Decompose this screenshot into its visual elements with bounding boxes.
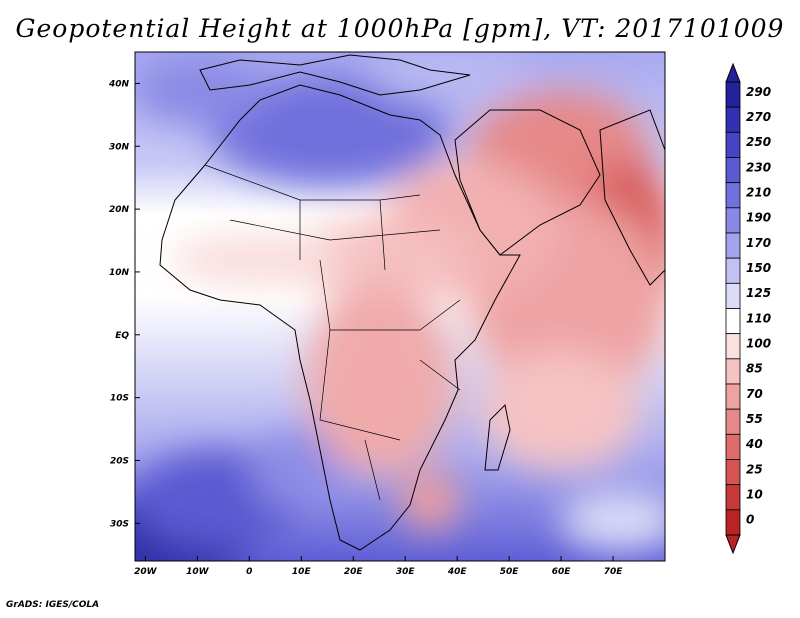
colorbar: 2902702502302101901701501251101008570554… (725, 62, 771, 555)
colorbar-label: 85 (746, 362, 763, 376)
colorbar-segment (725, 358, 741, 385)
lon-label: 20W (134, 567, 158, 577)
colorbar-label: 10 (746, 488, 763, 502)
lat-label: 30S (110, 519, 129, 529)
colorbar-segment (725, 484, 741, 511)
colorbar-label: 150 (746, 261, 771, 275)
lon-label: 10E (292, 567, 312, 577)
colorbar-segment (725, 333, 741, 360)
colorbar-label: 100 (746, 337, 771, 351)
colorbar-label: 290 (746, 85, 771, 99)
colorbar-segment (725, 207, 741, 234)
colorbar-segment (725, 509, 741, 536)
lat-label: EQ (115, 331, 129, 341)
colorbar-label: 0 (746, 513, 754, 527)
colorbar-label: 170 (746, 236, 771, 250)
lon-label: 40E (447, 567, 468, 577)
colorbar-label: 25 (746, 462, 763, 476)
colorbar-segment (725, 157, 741, 184)
lat-label: 20S (110, 456, 129, 466)
colorbar-segment (725, 131, 741, 158)
colorbar-label: 40 (745, 437, 763, 451)
colorbar-label: 190 (746, 211, 771, 225)
height-field (135, 52, 665, 561)
lat-label: 30N (109, 142, 130, 152)
lon-label: 60E (552, 567, 572, 577)
colorbar-label: 55 (746, 412, 763, 426)
colorbar-top-arrow (725, 62, 741, 83)
colorbar-segment (725, 383, 741, 410)
colorbar-segment (725, 282, 741, 309)
lon-label: 50E (500, 567, 520, 577)
map-title: Geopotential Height at 1000hPa [gpm], VT… (15, 14, 785, 43)
grads-credit: GrADS: IGES/COLA (6, 600, 100, 610)
borders (204, 164, 461, 501)
map-frame (134, 51, 666, 562)
colorbar-label: 210 (746, 186, 771, 200)
colorbar-segment (725, 459, 741, 486)
europe-coastline (199, 54, 471, 96)
colorbar-segment (725, 257, 741, 284)
colorbar-label: 250 (746, 135, 771, 149)
colorbar-segment (725, 106, 741, 133)
lon-label: 0 (246, 567, 252, 577)
colorbar-label: 230 (746, 160, 771, 174)
colorbar-label: 110 (746, 311, 771, 325)
latitude-axis: 40N 30N 20N 10N EQ 10S 20S 30S (108, 79, 140, 529)
colorbar-segment (725, 408, 741, 435)
colorbar-label: 270 (746, 110, 771, 124)
lat-label: 10N (109, 268, 130, 278)
lon-label: 10W (186, 567, 210, 577)
colorbar-segment (725, 182, 741, 209)
map-figure: 40N 30N 20N 10N EQ 10S 20S 30S 20W 10W 0 10E 20E 30E… (108, 51, 771, 577)
india-coastline (599, 109, 665, 286)
colorbar-label: 125 (746, 286, 771, 300)
lat-label: 40N (108, 79, 130, 89)
lat-label: 20N (109, 205, 130, 215)
lon-label: 20E (344, 567, 364, 577)
colorbar-segment (725, 232, 741, 259)
lon-label: 70E (604, 567, 624, 577)
arabia-coastline (454, 109, 601, 256)
madagascar-coastline (484, 403, 511, 471)
lon-label: 30E (396, 567, 416, 577)
africa-coastline (159, 84, 521, 551)
colorbar-bottom-arrow (725, 534, 741, 555)
colorbar-segment (725, 308, 741, 335)
coastlines (159, 54, 665, 551)
lat-label: 10S (110, 394, 129, 404)
colorbar-label: 70 (746, 387, 763, 401)
colorbar-segment (725, 433, 741, 460)
colorbar-segment (725, 81, 741, 108)
longitude-axis: 20W 10W 0 10E 20E 30E 40E 50E 60E 70E (134, 556, 623, 577)
